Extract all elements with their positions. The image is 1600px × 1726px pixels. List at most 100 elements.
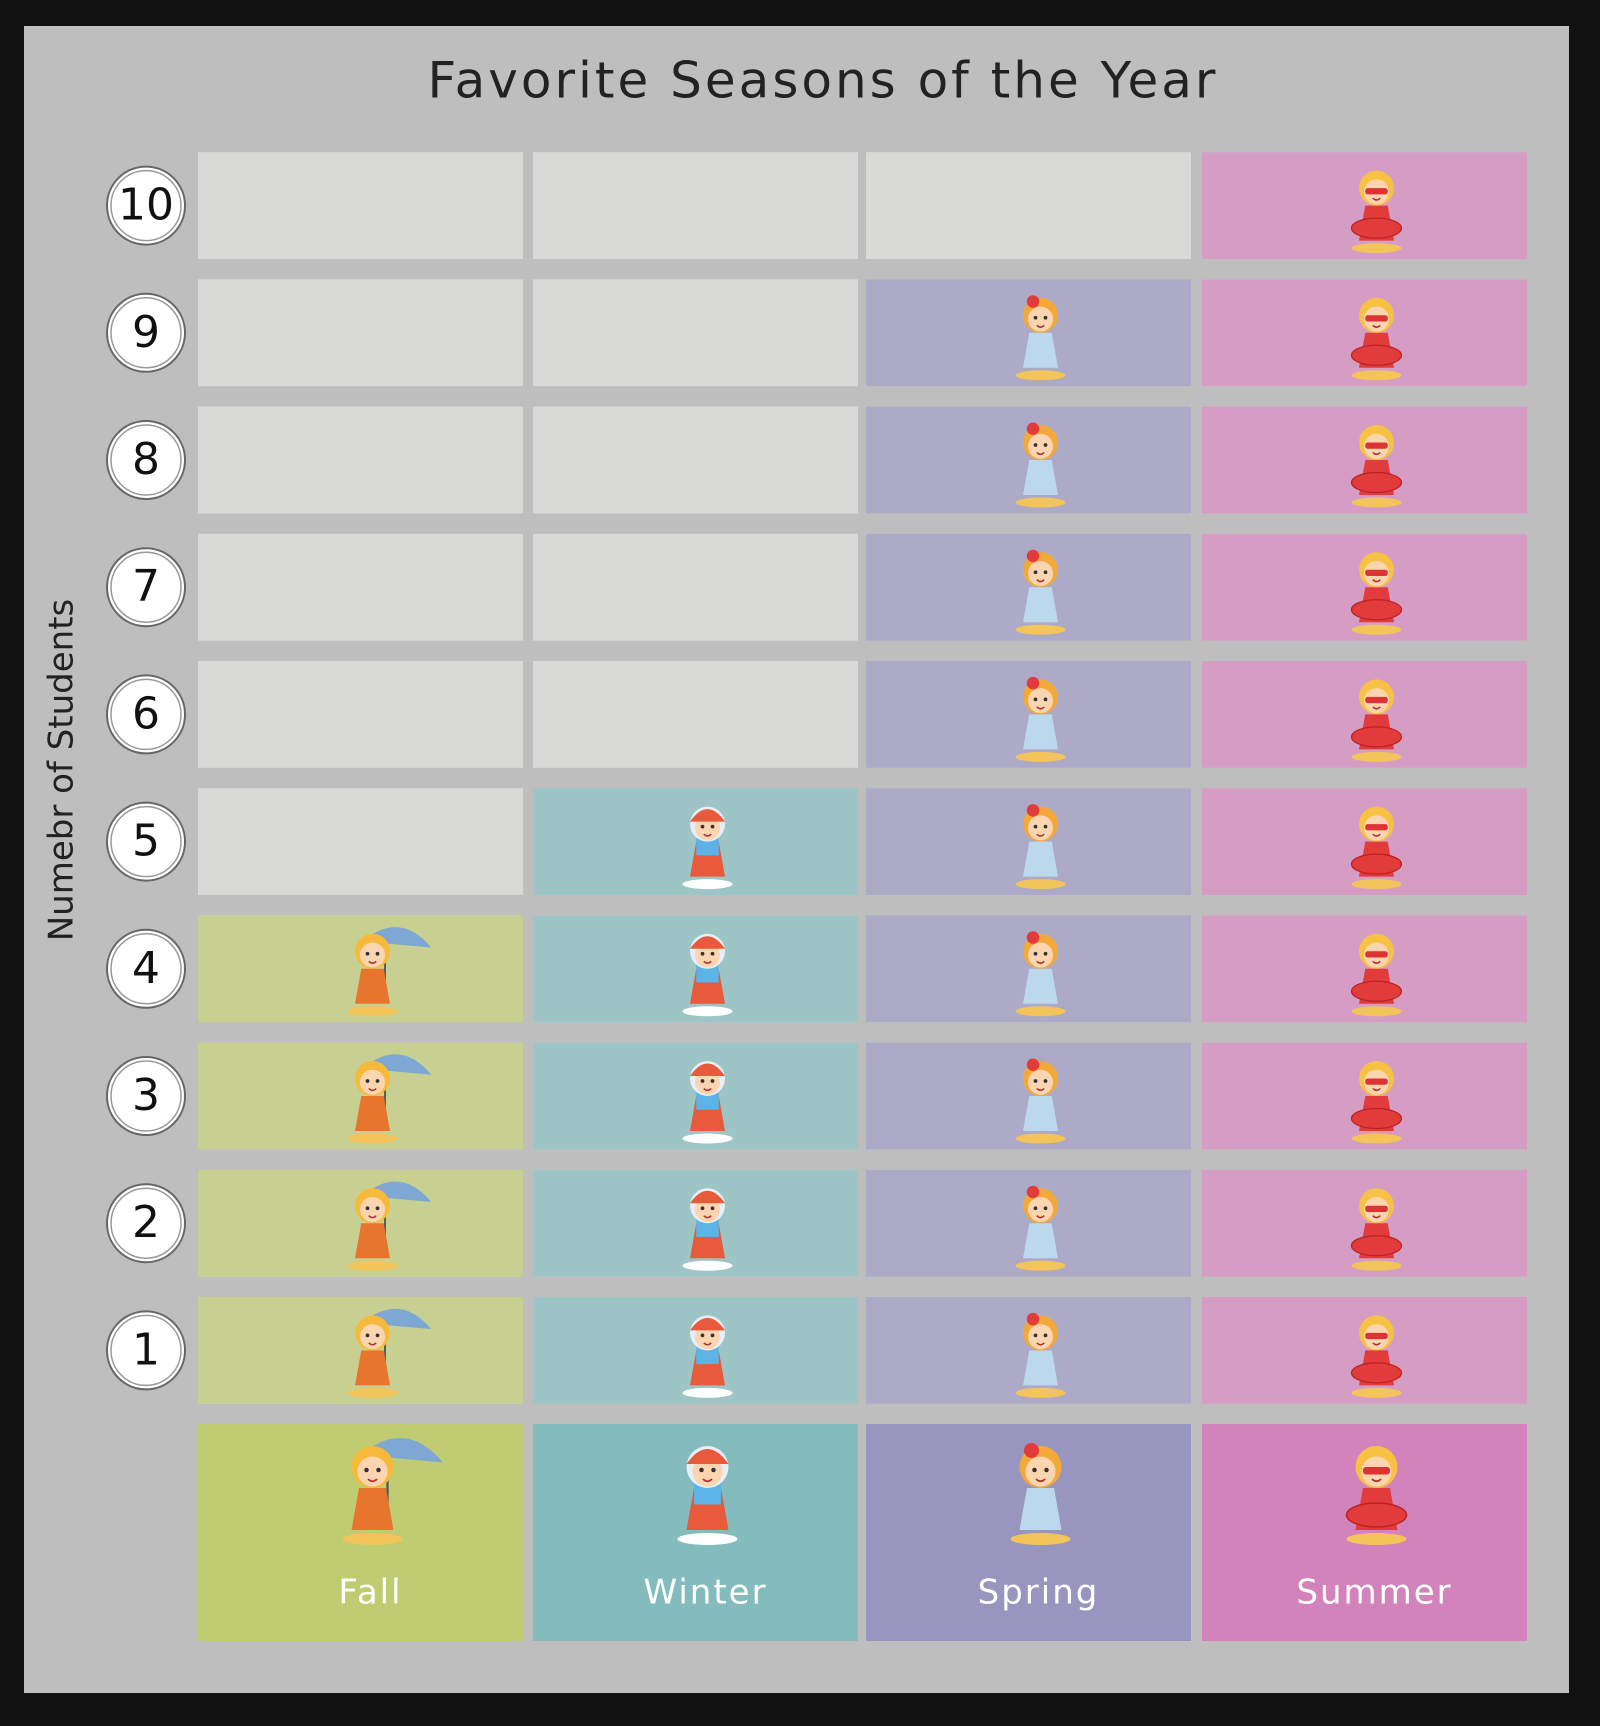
- x-tick-label: Summer: [1296, 1573, 1452, 1613]
- icon-part: [1043, 951, 1048, 956]
- icon-part: [702, 1478, 713, 1483]
- icon-part: [1023, 332, 1058, 368]
- icon-part: [1043, 1206, 1048, 1211]
- icon-part: [1026, 422, 1040, 435]
- icon-part: [710, 1079, 715, 1083]
- icon-part: [1363, 1467, 1390, 1475]
- icon-part: [700, 1333, 705, 1338]
- picture-cell: [533, 1296, 858, 1404]
- cell: [866, 788, 1191, 896]
- icon-part: [700, 824, 705, 829]
- icon-part: [1015, 1387, 1066, 1398]
- icon-part: [375, 1079, 380, 1083]
- icon-part: [1036, 1087, 1045, 1092]
- tick-circle: [106, 1183, 186, 1264]
- icon-part: [1350, 980, 1403, 1002]
- cell: [866, 1042, 1191, 1150]
- empty-cell: [533, 152, 858, 260]
- cell: [198, 1169, 523, 1277]
- icon-part: [1035, 1478, 1046, 1483]
- icon-part: [365, 1079, 370, 1083]
- icon-part: [690, 936, 725, 949]
- icon-part: [1026, 1058, 1040, 1071]
- tick-ring: [110, 424, 182, 496]
- picture-cell: [866, 915, 1191, 1023]
- icon-part: [1351, 243, 1402, 254]
- icon-part: [1026, 549, 1040, 563]
- tick-ring: [110, 297, 182, 369]
- empty-cell: [198, 788, 523, 896]
- icon-part: [1371, 1478, 1382, 1483]
- category-icon: [1345, 1446, 1408, 1545]
- icon-part: [703, 833, 712, 837]
- icon-part: [1033, 570, 1038, 575]
- icon-part: [690, 1317, 725, 1331]
- category-icon: [342, 1437, 443, 1545]
- picture-cell: [1202, 1042, 1527, 1150]
- picture-cell: [1202, 1296, 1527, 1404]
- icon-part: [1015, 751, 1066, 762]
- icon-part: [1043, 1333, 1048, 1338]
- icon-part: [364, 1467, 369, 1473]
- picture-cell: [1202, 660, 1527, 768]
- icon-part: [1044, 1467, 1049, 1473]
- tick-circle: [106, 928, 186, 1009]
- icon-part: [699, 1467, 704, 1473]
- cell: [866, 406, 1191, 514]
- icon-part: [1351, 751, 1402, 762]
- icon-part: [710, 1206, 715, 1211]
- icon-part: [351, 1488, 394, 1530]
- icon-part: [368, 1087, 377, 1092]
- icon-part: [1351, 497, 1402, 508]
- icon-part: [1028, 433, 1053, 459]
- icon-part: [690, 1190, 725, 1204]
- tick-ring: [110, 551, 182, 623]
- picture-cell: [866, 660, 1191, 768]
- picture-cell: [866, 1296, 1191, 1404]
- icon-part: [360, 1069, 385, 1095]
- icon-part: [686, 1449, 729, 1464]
- icon-part: [1372, 833, 1381, 837]
- chart-title: Favorite Seasons of the Year: [427, 52, 1218, 110]
- icon-part: [700, 1206, 705, 1211]
- icon-part: [1350, 1107, 1403, 1130]
- picture-cell: [866, 788, 1191, 896]
- empty-cell: [533, 406, 858, 514]
- picture-cell: [198, 1042, 523, 1150]
- icon-part: [1036, 960, 1045, 964]
- tick-ring: [110, 1060, 182, 1132]
- icon-part: [1033, 697, 1038, 702]
- icon-part: [1365, 1332, 1388, 1340]
- tick-circle: [106, 165, 186, 246]
- cell: [1202, 1169, 1527, 1277]
- icon-part: [1026, 1185, 1040, 1199]
- icon-part: [700, 951, 705, 956]
- y-tick-label: 8: [132, 434, 160, 485]
- icon-part: [347, 1387, 398, 1398]
- icon-part: [1365, 824, 1388, 831]
- icon-part: [1024, 1443, 1039, 1458]
- tick-ring: [110, 805, 182, 878]
- icon-part: [347, 1260, 398, 1271]
- cell: [866, 660, 1191, 768]
- picture-cell: [533, 788, 858, 896]
- category-icon: [1010, 1443, 1071, 1545]
- y-axis-label: Numebr of Students: [42, 599, 82, 942]
- icon-part: [1036, 1342, 1045, 1346]
- empty-cell: [198, 152, 523, 260]
- picture-cell: [533, 915, 858, 1023]
- icon-part: [696, 965, 719, 983]
- icon-part: [1350, 471, 1403, 494]
- icon-part: [1028, 306, 1053, 332]
- icon-part: [368, 1342, 377, 1346]
- picture-cell: [198, 915, 523, 1023]
- icon-part: [1350, 344, 1403, 366]
- tick-ring: [110, 1187, 182, 1259]
- y-tick-label: 7: [132, 561, 160, 612]
- icon-part: [1365, 315, 1388, 322]
- icon-part: [682, 1133, 733, 1144]
- icon-part: [1036, 833, 1045, 837]
- icon-part: [355, 1350, 390, 1386]
- icon-part: [1025, 1456, 1056, 1487]
- empty-cell: [198, 660, 523, 768]
